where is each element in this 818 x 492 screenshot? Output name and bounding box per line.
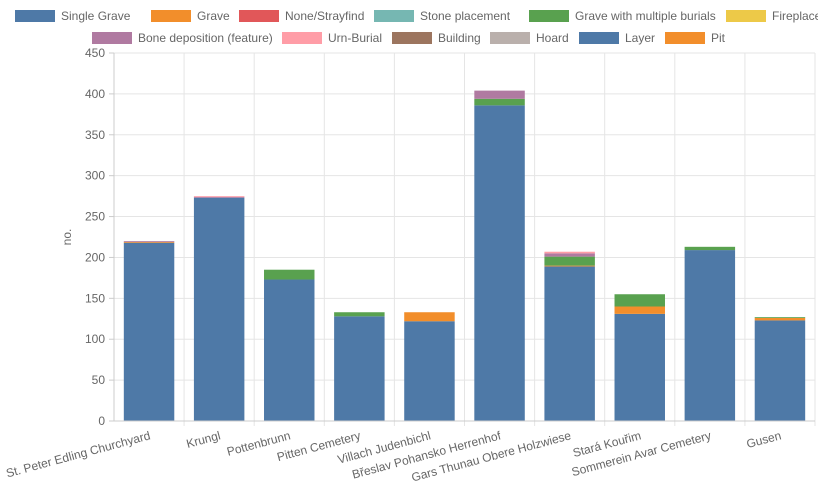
bar-segment[interactable] [334,316,385,421]
legend-label: Stone placement [420,9,511,23]
bar-stack[interactable] [123,241,175,421]
legend-item[interactable]: Single Grave [15,9,131,23]
legend-label: Grave [197,9,230,23]
bar-segment[interactable] [544,266,595,421]
bar-stack[interactable] [334,312,385,421]
legend-swatch [239,10,279,22]
y-tick-label: 100 [85,332,105,346]
legend-label: Grave with multiple burials [575,9,716,23]
legend: Single Grave Grave None/Strayfind Stone pla… [15,9,818,45]
y-tick-label: 150 [85,291,105,305]
legend-item[interactable]: Grave with multiple burials [529,9,716,23]
legend-swatch [282,32,322,44]
legend-item[interactable]: Pit [665,31,726,45]
legend-label: Layer [625,31,655,45]
bar-stack[interactable] [684,246,736,421]
bar-stack[interactable] [474,90,525,422]
legend-item[interactable]: Hoard [490,31,569,45]
legend-swatch [92,32,132,44]
bar-segment[interactable] [544,256,595,266]
bar-segment[interactable] [544,251,595,254]
bar-stack[interactable] [193,196,245,421]
bar-segment[interactable] [193,197,245,421]
legend-label: Fireplace [772,9,818,23]
bar-stack[interactable] [614,294,665,421]
legend-label: Building [438,31,481,45]
legend-swatch [374,10,414,22]
legend-item[interactable]: None/Strayfind [239,9,364,23]
bar-stack[interactable] [264,269,315,421]
legend-label: Bone deposition (feature) [138,31,273,45]
y-tick-label: 400 [85,87,105,101]
legend-swatch [726,10,766,22]
y-tick-label: 250 [85,210,105,224]
bar-segment[interactable] [474,98,525,106]
bar-segment[interactable] [754,317,806,321]
legend-swatch [151,10,191,22]
legend-item[interactable]: Stone placement [374,9,511,23]
bar-segment[interactable] [614,294,665,307]
x-tick-label: Gusen [745,428,783,451]
bar-segment[interactable] [264,279,315,421]
bars [123,90,806,422]
bar-segment[interactable] [334,312,385,317]
bar-segment[interactable] [544,265,595,267]
bar-segment[interactable] [123,241,175,242]
legend-swatch [15,10,55,22]
bar-segment[interactable] [754,320,806,421]
x-axis: St. Peter Edling Churchyard Krungl Pottenb… [5,428,783,484]
bar-segment[interactable] [544,253,595,257]
legend-swatch [579,32,619,44]
x-tick-label: Krungl [185,428,222,451]
y-tick-label: 450 [85,46,105,60]
bar-segment[interactable] [123,241,175,243]
bar-segment[interactable] [754,317,806,318]
bar-segment[interactable] [123,242,175,421]
bar-segment[interactable] [614,313,665,421]
bar-stack[interactable] [404,312,455,421]
bar-segment[interactable] [474,90,525,99]
legend-label: Hoard [536,31,569,45]
legend-label: None/Strayfind [285,9,364,23]
legend-swatch [392,32,432,44]
bar-stack[interactable] [544,251,595,421]
y-tick-label: 300 [85,169,105,183]
y-axis-title: no. [60,229,74,246]
bar-segment[interactable] [264,269,315,280]
y-axis: 0 50 100 150 200 250 300 350 400 450 [85,46,815,428]
bar-stack[interactable] [754,317,806,421]
bar-segment[interactable] [684,246,736,251]
y-tick-label: 50 [92,373,106,387]
legend-item[interactable]: Grave [151,9,230,23]
bar-segment[interactable] [474,105,525,422]
legend-label: Single Grave [61,9,131,23]
legend-swatch [665,32,705,44]
legend-swatch [529,10,569,22]
x-tick-label: St. Peter Edling Churchyard [5,428,152,480]
y-tick-label: 200 [85,250,105,264]
y-tick-label: 350 [85,128,105,142]
bar-segment[interactable] [404,312,455,322]
legend-label: Urn-Burial [328,31,382,45]
legend-swatch [490,32,530,44]
legend-item[interactable]: Urn-Burial [282,31,382,45]
bar-segment[interactable] [684,250,736,421]
bar-segment[interactable] [614,306,665,314]
legend-label: Pit [711,31,726,45]
legend-item[interactable]: Fireplace [726,9,818,23]
bar-segment[interactable] [193,196,245,198]
legend-item[interactable]: Layer [579,31,655,45]
bar-segment[interactable] [404,321,455,421]
legend-item[interactable]: Bone deposition (feature) [92,31,273,45]
bar-segment[interactable] [193,196,245,197]
y-tick-label: 0 [98,414,105,428]
legend-item[interactable]: Building [392,31,481,45]
